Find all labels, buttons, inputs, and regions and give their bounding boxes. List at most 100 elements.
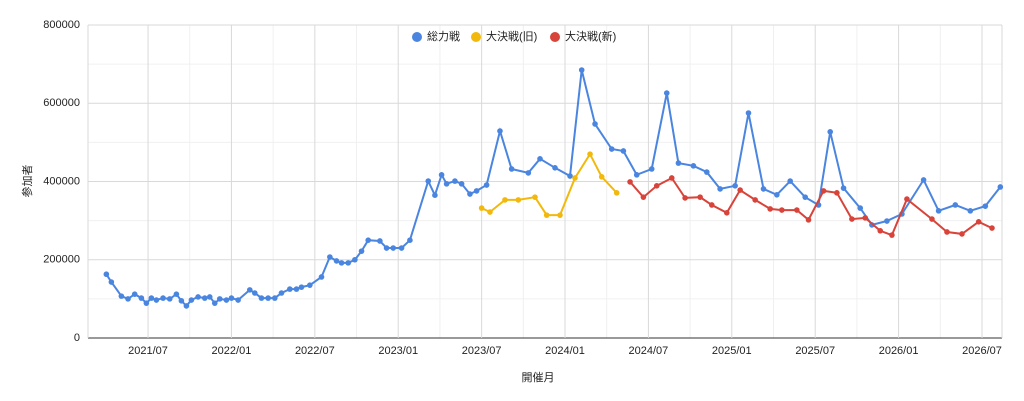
data-point [206,294,213,300]
x-tick-label: 2023/01 [378,345,418,357]
data-point [648,166,655,172]
data-point [246,287,253,293]
data-point [287,286,293,292]
data-point [920,177,927,183]
data-point [118,293,125,299]
data-point [779,207,785,213]
data-point [272,295,278,301]
data-point [723,210,730,216]
data-point [223,297,230,303]
data-point [967,208,974,214]
data-point [857,205,864,211]
data-point [543,212,550,218]
data-point [201,295,208,301]
data-point [188,297,195,303]
data-point [338,260,345,266]
data-point [525,170,532,176]
data-point [820,188,827,194]
data-point [552,165,558,171]
data-point [153,297,160,303]
data-point [183,303,190,309]
data-point [358,248,365,254]
x-tick-label: 2025/07 [795,345,835,357]
data-point [345,260,351,266]
data-point [663,90,670,96]
data-point [438,172,445,178]
data-point [235,297,241,303]
data-point [732,183,738,189]
data-point [131,291,138,297]
data-point [794,207,800,213]
data-point [745,110,752,116]
data-point [557,212,563,218]
data-point [103,271,110,278]
data-point [849,216,855,222]
data-point [173,291,180,297]
legend-label: 大決戦(旧) [486,29,537,43]
x-axis-title: 開催月 [522,370,555,384]
y-tick-label: 0 [74,332,80,344]
data-point [959,231,965,237]
y-axis-title: 参加者 [20,165,34,198]
data-point [483,182,490,188]
legend-label: 大決戦(新) [565,29,616,43]
data-point [148,295,155,301]
data-point [737,187,743,193]
data-point [365,237,372,243]
data-point [333,258,340,264]
data-point [690,163,697,169]
data-point [467,191,473,197]
data-point [178,298,185,304]
data-point [425,178,432,184]
data-point [787,178,793,184]
data-point [537,156,543,162]
data-point [452,178,458,184]
data-point [251,290,258,296]
data-point [982,203,989,209]
data-point [458,181,465,187]
data-point [407,237,413,243]
data-point [502,197,508,203]
data-point [703,169,710,175]
x-tick-label: 2026/01 [879,345,919,357]
data-point [989,225,995,231]
legend-label: 総力戦 [427,29,460,43]
data-point [975,218,982,225]
data-point [752,197,758,203]
data-point [935,208,942,214]
data-point [265,295,271,301]
data-point [108,279,115,285]
data-point [228,295,235,301]
data-point [640,194,647,200]
data-point [293,286,300,292]
data-point [473,188,480,194]
data-point [532,194,538,200]
x-tick-label: 2022/07 [295,345,335,357]
data-point [802,194,808,200]
y-tick-label: 200000 [43,254,80,266]
data-point [827,129,834,135]
data-point [653,183,660,189]
data-point [143,300,150,306]
data-point [598,174,605,180]
data-point [318,274,325,280]
x-tick-label: 2024/01 [545,345,585,357]
y-tick-label: 600000 [43,97,80,109]
data-point [497,128,503,134]
data-point [398,245,405,251]
series-line [105,69,1002,308]
x-tick-label: 2023/07 [462,345,502,357]
data-point [620,148,627,154]
data-point [708,202,715,208]
data-point [997,184,1004,190]
data-point [487,209,493,215]
data-point [195,294,201,300]
data-point [160,295,166,301]
data-point [125,296,131,302]
data-point [929,216,935,222]
data-point [697,194,703,200]
data-point [884,218,890,224]
data-point [675,160,682,166]
data-point [613,190,620,196]
y-tick-label: 800000 [43,19,80,31]
